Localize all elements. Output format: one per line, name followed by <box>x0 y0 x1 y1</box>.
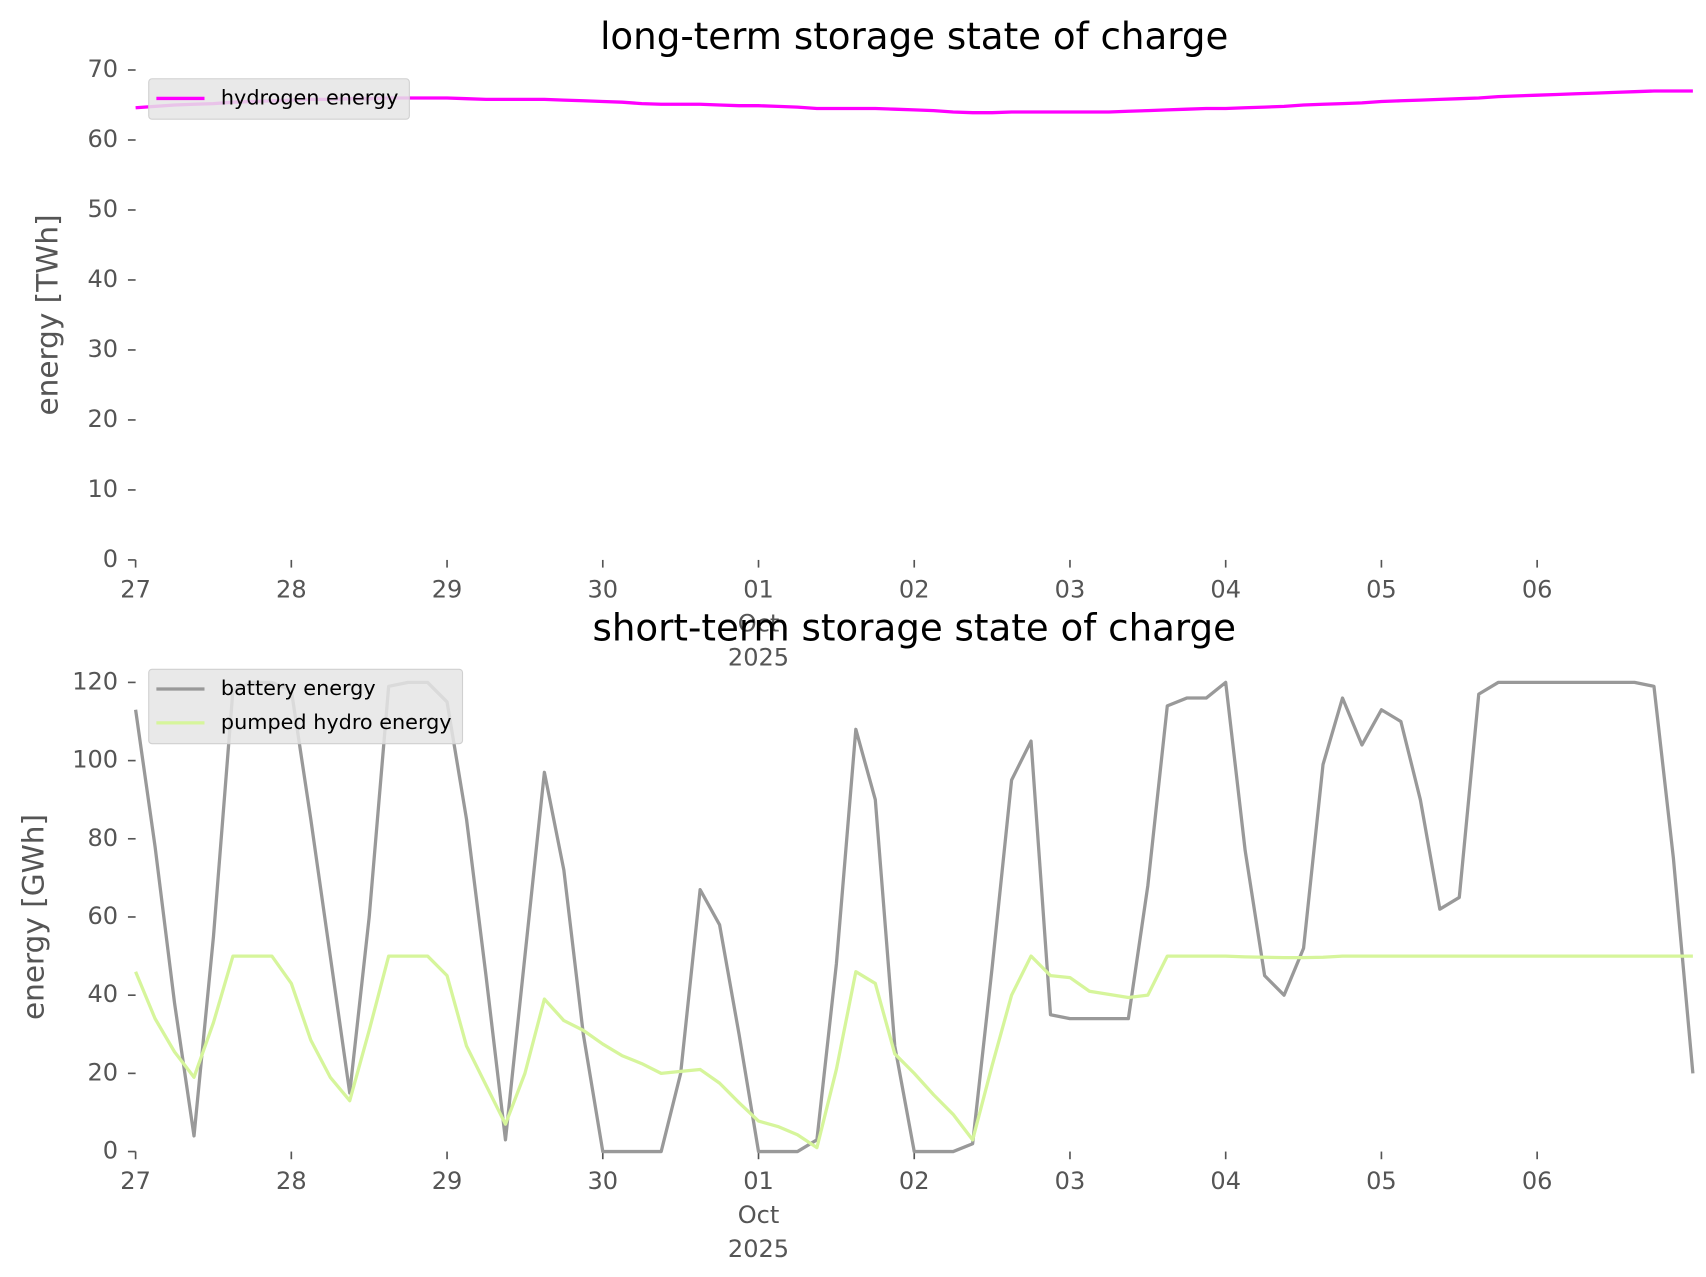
y-tick-label: 20 <box>87 405 118 433</box>
legend-box <box>148 78 410 120</box>
x-tick-label: 02 <box>899 576 930 604</box>
y-tick-label: 60 <box>87 902 118 930</box>
series-line <box>134 954 1693 1150</box>
x-tick-label: 04 <box>1210 576 1241 604</box>
x-tick-label: 02 <box>899 1167 930 1195</box>
x-tick-label: 01 Oct 2025 <box>728 576 789 672</box>
x-tick-label: 27 <box>120 576 151 604</box>
y-axis-label: energy [GWh] <box>16 814 50 1020</box>
x-tick-label: 05 <box>1366 1167 1397 1195</box>
x-tick-label: 28 <box>276 576 307 604</box>
legend-label: pumped hydro energy <box>221 710 452 734</box>
y-tick-label: 50 <box>87 195 118 223</box>
x-tick-label: 29 <box>432 1167 463 1195</box>
y-tick-label: 0 <box>103 545 118 573</box>
y-tick-label: 20 <box>87 1058 118 1086</box>
y-tick-label: 100 <box>72 746 118 774</box>
x-tick-label: 29 <box>432 576 463 604</box>
legend-label: hydrogen energy <box>221 85 399 109</box>
y-tick-label: 30 <box>87 335 118 363</box>
subplot: long-term storage state of charge energy … <box>31 14 1693 672</box>
legend-box <box>148 668 464 745</box>
x-tick-label: 28 <box>276 1167 307 1195</box>
x-tick-label: 06 <box>1522 1167 1553 1195</box>
series-line <box>133 680 1695 1154</box>
x-tick-label: 30 <box>587 1167 618 1195</box>
y-tick-label: 120 <box>72 667 118 695</box>
x-tick-label: 30 <box>587 576 618 604</box>
y-tick-label: 40 <box>87 980 118 1008</box>
subplot: short-term storage state of charge energy… <box>16 605 1695 1263</box>
x-tick-label: 27 <box>120 1167 151 1195</box>
chart-title: short-term storage state of charge <box>592 605 1236 649</box>
y-tick-label: 0 <box>103 1137 118 1165</box>
y-tick-label: 80 <box>87 824 118 852</box>
legend: hydrogen energy <box>148 78 410 120</box>
x-tick-label: 01 Oct 2025 <box>728 1167 789 1263</box>
x-tick-label: 05 <box>1366 576 1397 604</box>
y-tick-label: 60 <box>87 125 118 153</box>
x-tick-label: 06 <box>1522 576 1553 604</box>
x-tick-label: 03 <box>1055 1167 1086 1195</box>
chart-title: long-term storage state of charge <box>600 14 1228 58</box>
y-axis-label: energy [TWh] <box>31 214 65 415</box>
legend-label: battery energy <box>221 676 376 700</box>
y-tick-label: 40 <box>87 265 118 293</box>
y-tick-label: 10 <box>87 475 118 503</box>
x-tick-label: 04 <box>1210 1167 1241 1195</box>
legend: battery energy pumped hydro energy <box>148 668 464 745</box>
x-tick-label: 03 <box>1055 576 1086 604</box>
y-tick-label: 70 <box>87 55 118 83</box>
